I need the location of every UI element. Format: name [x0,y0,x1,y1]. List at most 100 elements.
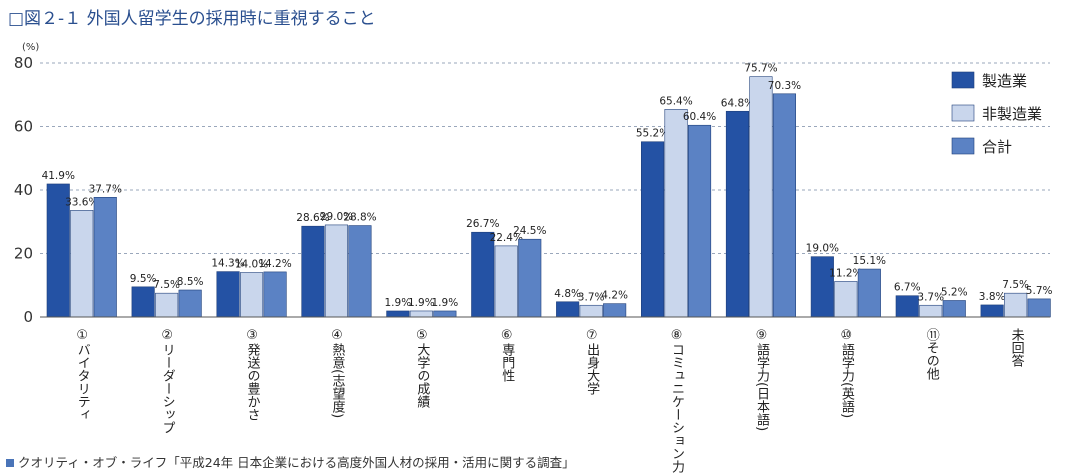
bar [471,231,495,318]
category-label: ③発送の豊かさ [245,328,260,421]
data-label: 6.7% [894,282,921,294]
y-unit-label: (%) [22,42,39,53]
category-label: ⑪その他 [924,328,940,381]
y-tick-label: 40 [14,181,33,199]
data-label: 41.9% [42,170,75,182]
bar [131,286,155,318]
legend-swatch [951,71,975,89]
data-label: 14.3% [211,258,244,270]
y-tick-label: 80 [14,54,33,72]
bar [810,256,834,318]
category-label: ⑧コミュニケーション力 [669,328,685,474]
data-label: 4.8% [554,288,581,300]
category-label: 未回答 [1009,328,1025,367]
data-label: 29.0% [320,211,353,223]
category-label: ⑦出身大学 [584,328,600,395]
bar [895,295,919,318]
bar [386,310,410,318]
source-text: クオリティ・オブ・ライフ「平成24年 日本企業における高度外国人材の採用・活用に… [18,455,575,470]
category-label: ⑨語学力(日本語) [754,328,770,431]
y-tick-label: 60 [14,118,33,136]
data-label: 14.0% [235,259,268,271]
bar [664,109,688,318]
legend-swatch [951,137,975,155]
data-label: 60.4% [683,111,716,123]
data-label: 11.2% [829,267,862,279]
bar [433,310,457,318]
bar [178,289,202,318]
bar [942,300,966,318]
data-label: 3.7% [578,291,605,303]
data-label: 1.9% [432,297,459,309]
y-tick-label: 0 [23,308,33,326]
category-label: ⑥専門性 [499,328,515,382]
data-label: 65.4% [659,95,692,107]
legend-label: 合計 [982,138,1012,156]
data-label: 22.4% [490,232,523,244]
data-label: 5.2% [941,286,968,298]
data-label: 7.5% [153,279,180,291]
data-label: 26.7% [466,218,499,230]
data-label: 3.8% [979,291,1006,303]
source-square-icon [6,459,14,467]
bar [518,238,542,318]
data-label: 28.6% [296,212,329,224]
bar [324,224,349,318]
bar [1004,292,1028,318]
data-label: 33.6% [65,196,98,208]
bar [834,281,858,318]
bar [749,76,773,318]
legend-label: 製造業 [982,72,1027,90]
bar [155,292,179,318]
data-label: 19.0% [806,243,839,255]
category-label: ②リーダーシップ [160,328,175,434]
data-label: 7.5% [1002,279,1029,291]
chart-title: □図２-１ 外国人留学生の採用時に重視すること [8,9,376,29]
data-label: 1.9% [408,297,435,309]
category-label: ⑤大学の成績 [414,328,430,408]
legend-label: 非製造業 [982,105,1042,123]
category-label: ①バイタリティ [75,328,91,421]
data-label: 14.2% [258,258,291,270]
data-label: 1.9% [385,297,412,309]
bar [263,271,287,318]
bar [980,304,1004,318]
data-label: 15.1% [853,255,886,267]
bar [301,225,325,318]
category-label: ⑩語学力(英語) [839,328,855,418]
bar [240,272,264,318]
y-tick-label: 20 [14,245,33,263]
data-label: 5.7% [1026,285,1053,297]
bar [409,310,433,318]
data-label: 4.2% [601,290,628,302]
bar [919,304,943,318]
data-label: 28.8% [343,212,376,224]
data-label: 8.5% [177,276,204,288]
bar [772,93,797,318]
bar [348,225,372,318]
data-label: 24.5% [513,225,546,237]
source-note: クオリティ・オブ・ライフ「平成24年 日本企業における高度外国人材の採用・活用に… [6,452,575,471]
data-label: 64.8% [721,97,754,109]
bar [603,303,627,318]
bar [70,210,94,318]
data-label: 3.7% [917,291,944,303]
bar [640,141,665,318]
data-label: 37.7% [89,183,122,195]
bar [216,271,240,318]
legend-swatch [951,104,975,122]
bar [93,197,117,318]
bar [687,124,712,318]
bar [556,301,580,318]
data-label: 9.5% [130,273,157,285]
data-label: 75.7% [744,63,777,75]
bar [494,245,518,318]
data-label: 55.2% [636,128,669,140]
bar [725,110,750,318]
category-label: ④熱意(志望度) [329,328,345,418]
bar [579,304,603,318]
data-label: 70.3% [768,80,801,92]
bar [857,268,881,318]
bar [1027,298,1051,318]
